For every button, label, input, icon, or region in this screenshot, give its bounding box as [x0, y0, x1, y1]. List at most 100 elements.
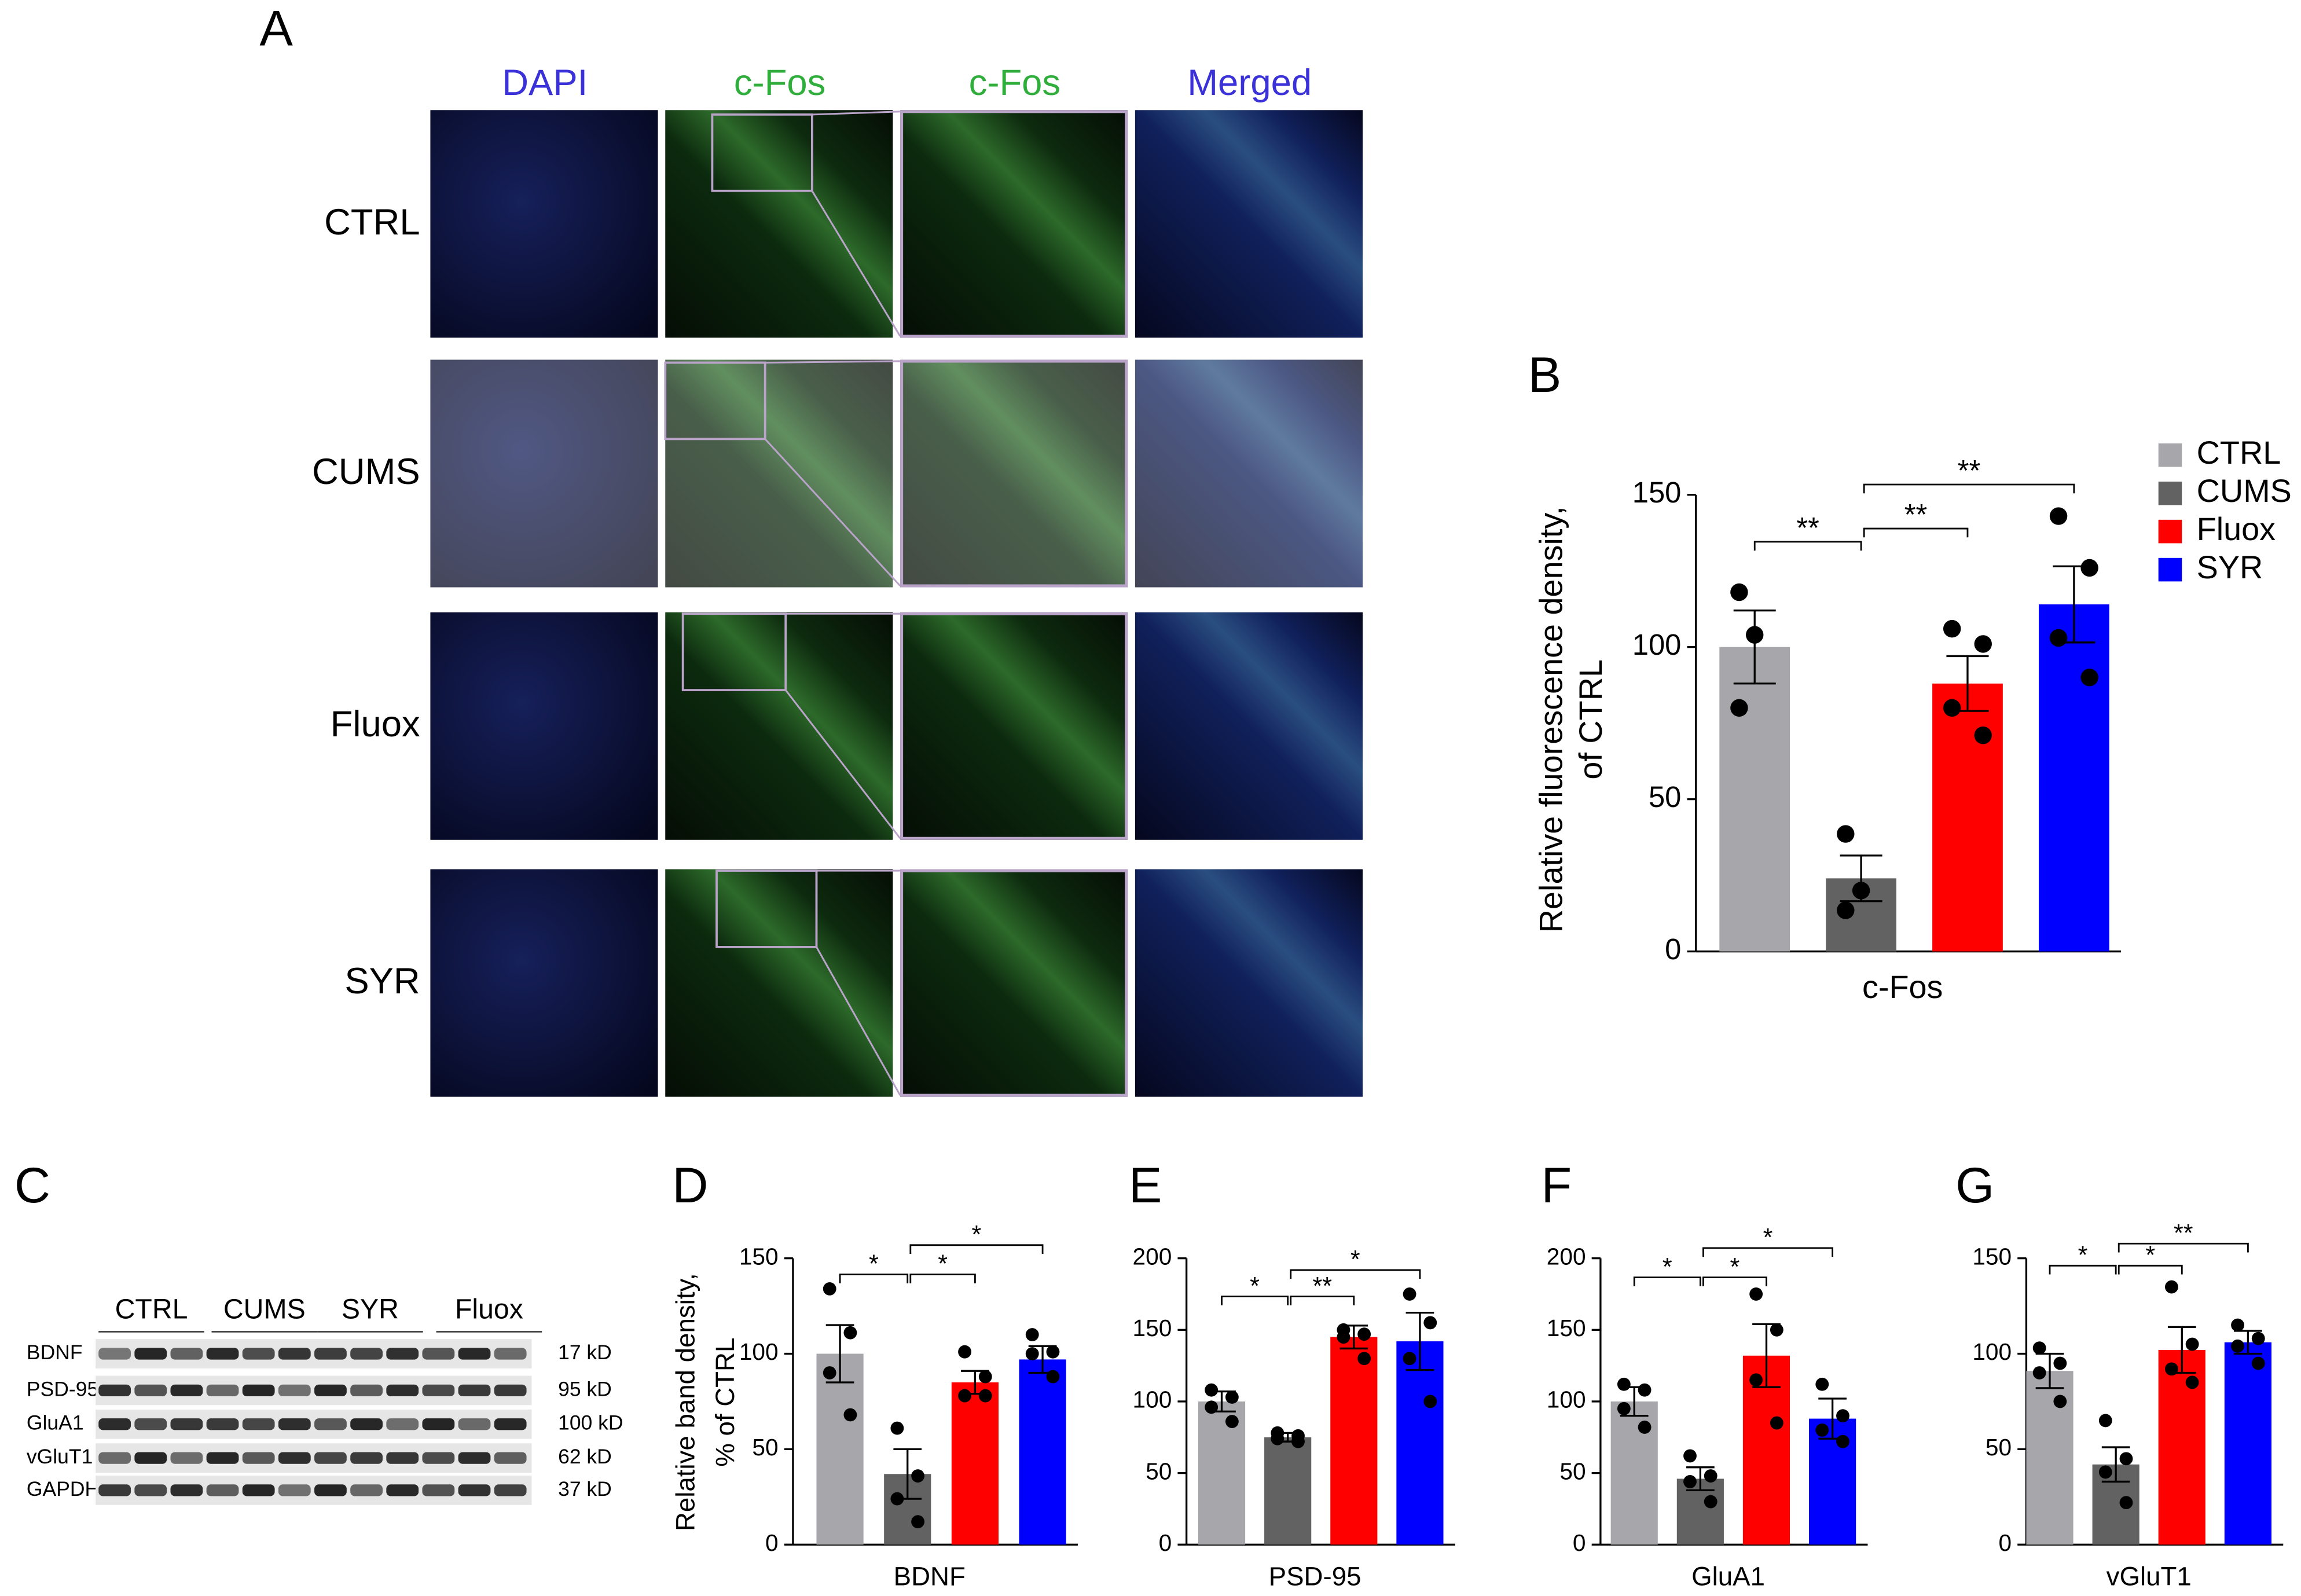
blot-band — [386, 1348, 419, 1360]
data-point — [1046, 1345, 1060, 1359]
x-label: c-Fos — [1862, 968, 1943, 1005]
y-label: of CTRL — [1572, 659, 1609, 780]
error-bar — [1733, 609, 1776, 685]
blot-band — [494, 1418, 527, 1430]
error-bar — [1405, 1311, 1434, 1371]
significance-label: * — [869, 1250, 879, 1278]
row-label: CTRL — [324, 202, 420, 243]
column-label: Merged — [1187, 63, 1312, 103]
data-point — [2032, 1341, 2046, 1355]
column-label: c-Fos — [969, 63, 1060, 103]
micrograph-image — [1135, 359, 1363, 588]
micrograph-image — [430, 612, 658, 840]
data-point — [1815, 1377, 1829, 1391]
blot-band — [242, 1452, 275, 1464]
zoom-line — [764, 438, 901, 587]
y-tick-label: 50 — [1146, 1458, 1172, 1484]
significance-label: * — [1663, 1253, 1672, 1281]
blot-band — [242, 1418, 275, 1430]
row-label: SYR — [344, 961, 420, 1001]
significance-label: * — [1763, 1224, 1773, 1252]
data-point — [911, 1515, 925, 1529]
y-tick-label: 150 — [1547, 1315, 1586, 1341]
data-point — [958, 1389, 971, 1403]
y-tick-label: 50 — [1649, 780, 1681, 813]
column-label: c-Fos — [734, 63, 825, 103]
data-point — [1357, 1352, 1371, 1366]
bar — [2038, 604, 2109, 952]
blot-band — [314, 1452, 347, 1464]
blot-band — [134, 1452, 167, 1464]
data-point — [1749, 1287, 1763, 1301]
significance-bracket — [1863, 527, 1969, 538]
data-point — [2098, 1465, 2112, 1479]
blot-band — [458, 1348, 491, 1360]
blot-band — [134, 1384, 167, 1397]
significance-label: * — [938, 1250, 948, 1278]
micrograph-image — [665, 110, 893, 338]
data-point — [2053, 1356, 2067, 1370]
blot-band — [422, 1484, 455, 1496]
y-tick-label: 100 — [1133, 1386, 1172, 1413]
blot-band — [170, 1348, 203, 1360]
y-label: Relative fluorescence density, — [1532, 506, 1569, 933]
weight-label: 37 kD — [558, 1477, 612, 1500]
significance-bracket — [2117, 1264, 2183, 1275]
zoom-line — [811, 190, 901, 337]
x-label: PSD-95 — [1269, 1562, 1361, 1591]
weight-label: 17 kD — [558, 1341, 612, 1364]
bar — [1019, 1359, 1066, 1545]
y-tick-label: 0 — [1665, 933, 1681, 966]
row-label: CUMS — [312, 452, 420, 492]
legend-swatch — [2158, 557, 2182, 582]
data-point — [1638, 1421, 1652, 1434]
blot-band — [494, 1384, 527, 1397]
blot-band — [494, 1484, 527, 1496]
bar — [1396, 1341, 1444, 1545]
bar — [2158, 1349, 2205, 1545]
blot-band — [386, 1452, 419, 1464]
data-point — [1704, 1495, 1718, 1509]
micrograph-image — [1135, 110, 1363, 338]
weight-label: 95 kD — [558, 1377, 612, 1400]
significance-bracket — [1702, 1247, 1834, 1257]
significance-label: ** — [2174, 1219, 2193, 1247]
protein-label: BDNF — [27, 1341, 83, 1364]
blot-band — [98, 1348, 131, 1360]
micrograph-image — [665, 869, 893, 1097]
blot-band — [278, 1452, 311, 1464]
data-point — [978, 1370, 992, 1384]
data-point — [1704, 1469, 1718, 1483]
blot-band — [314, 1384, 347, 1397]
data-point — [1730, 699, 1748, 717]
panel-label: C — [14, 1158, 50, 1213]
data-point — [2080, 559, 2098, 577]
y-tick-label: 50 — [752, 1434, 778, 1461]
y-tick-label: 200 — [1547, 1243, 1586, 1270]
blot-band — [134, 1484, 167, 1496]
y-tick-label: 100 — [1632, 628, 1682, 661]
blot-band — [314, 1418, 347, 1430]
zoom-frame — [900, 869, 1128, 1097]
blot-band — [458, 1484, 491, 1496]
significance-label: * — [1350, 1246, 1360, 1274]
data-point — [1337, 1330, 1350, 1344]
blot-band — [98, 1484, 131, 1496]
data-point — [1770, 1323, 1783, 1337]
legend-label: CUMS — [2197, 472, 2292, 509]
panel-label: E — [1129, 1158, 1162, 1213]
data-point — [823, 1282, 836, 1296]
data-point — [1423, 1316, 1437, 1330]
significance-bracket — [1702, 1276, 1767, 1286]
zoom-frame — [900, 359, 1128, 588]
y-tick-label: 150 — [1972, 1243, 2012, 1270]
data-point — [1225, 1415, 1239, 1428]
blot-band — [98, 1384, 131, 1397]
significance-bracket — [839, 1274, 909, 1283]
bar — [816, 1353, 864, 1545]
blot-band — [278, 1484, 311, 1496]
data-point — [1423, 1395, 1437, 1408]
significance-label: * — [972, 1221, 982, 1249]
significance-bracket — [1753, 541, 1862, 551]
protein-label: GluA1 — [27, 1411, 84, 1434]
